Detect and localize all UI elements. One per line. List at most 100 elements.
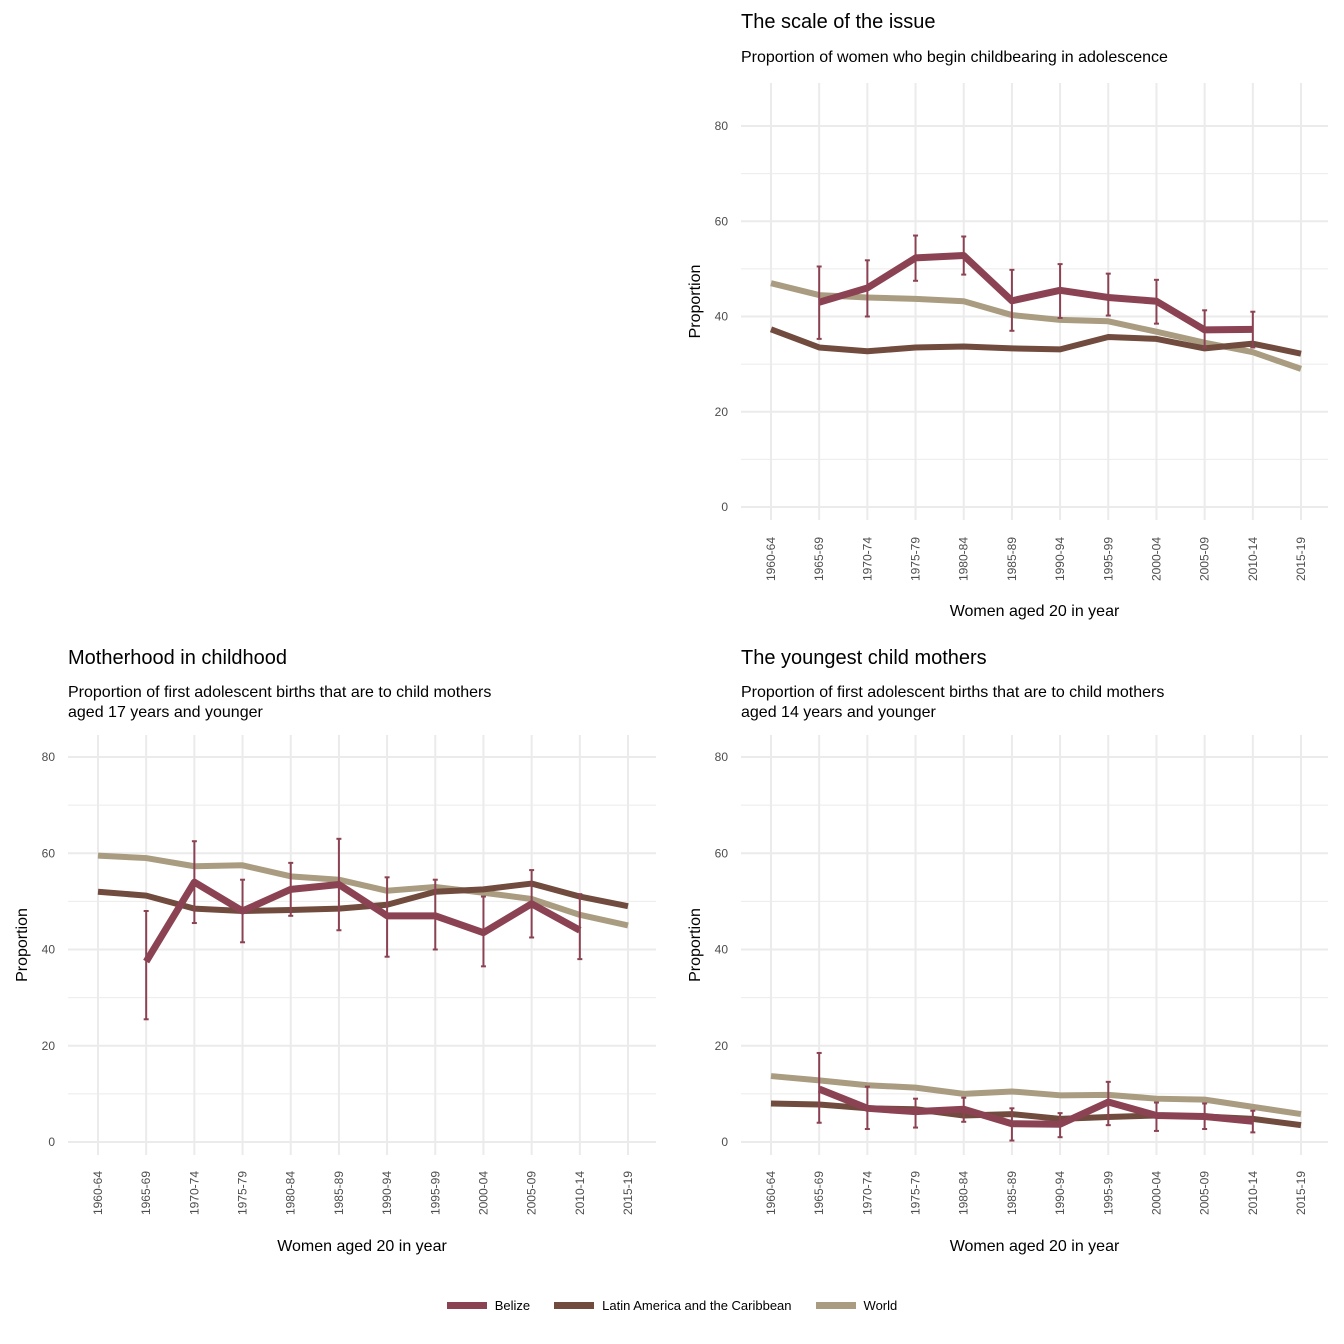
panel-1-title: The scale of the issue bbox=[741, 11, 936, 33]
x-tick-label: 1995-99 bbox=[428, 1171, 442, 1215]
panel-3-subtitle-line-2: aged 14 years and younger bbox=[741, 704, 936, 721]
x-tick-label: 1970-74 bbox=[187, 1171, 201, 1215]
x-tick-label: 2015-19 bbox=[621, 1171, 635, 1215]
x-tick-label: 1990-94 bbox=[1053, 1171, 1067, 1215]
x-tick-label: 2015-19 bbox=[1294, 1171, 1308, 1215]
x-tick-label: 1995-99 bbox=[1101, 537, 1115, 581]
x-tick-label: 1990-94 bbox=[380, 1171, 394, 1215]
error-bar-belize bbox=[1009, 268, 1015, 332]
y-tick-label: 60 bbox=[42, 846, 56, 860]
panel-1: 0 20 40 60 80 1960-64 1965-69 1970-74 1975-79 198… bbox=[687, 83, 1328, 620]
legend-swatch-lac bbox=[554, 1302, 595, 1309]
error-bar-belize bbox=[1009, 1107, 1015, 1142]
x-tick-label: 1985-89 bbox=[1005, 1171, 1019, 1215]
series-line-belize bbox=[818, 252, 1253, 334]
legend-label-world: World bbox=[863, 1298, 898, 1313]
panel-2-title: Motherhood in childhood bbox=[68, 647, 288, 669]
y-axis-label: Proportion bbox=[14, 908, 31, 982]
error-bar-belize bbox=[913, 234, 919, 282]
legend-item-belize: Belize bbox=[446, 1298, 531, 1313]
x-tick-label: 2015-19 bbox=[1294, 537, 1308, 581]
error-bar-belize bbox=[1057, 263, 1063, 319]
x-tick-label: 1990-94 bbox=[1053, 537, 1067, 581]
panel-3-title: The youngest child mothers bbox=[741, 647, 987, 669]
x-tick-label: 2005-09 bbox=[525, 1171, 539, 1215]
series-line-belize bbox=[817, 1085, 1254, 1128]
error-bar-belize bbox=[1202, 309, 1208, 349]
error-bar-belize bbox=[1057, 1112, 1063, 1139]
x-tick-label: 1980-84 bbox=[957, 537, 971, 581]
series-line-belize bbox=[143, 878, 582, 964]
error-bar-belize bbox=[577, 893, 583, 961]
x-tick-label: 1970-74 bbox=[860, 1171, 874, 1215]
x-tick-label: 1975-79 bbox=[236, 1171, 250, 1215]
error-bar-belize bbox=[864, 1085, 870, 1131]
x-tick-label: 1985-89 bbox=[332, 1171, 346, 1215]
x-tick-label: 1980-84 bbox=[957, 1171, 971, 1215]
x-tick-label: 1960-64 bbox=[764, 537, 778, 581]
x-tick-label: 1985-89 bbox=[1005, 537, 1019, 581]
error-bar-belize bbox=[384, 876, 390, 958]
series-line-latin-america-and-the-caribbean bbox=[97, 880, 629, 914]
y-tick-label: 20 bbox=[715, 1039, 729, 1053]
error-bar-belize bbox=[1250, 1109, 1256, 1134]
panel-2: 0 20 40 60 80 1960-64 1965-69 1970-74 1975-79 198… bbox=[14, 735, 656, 1255]
error-bar-belize bbox=[961, 1096, 967, 1123]
error-bar-belize bbox=[1202, 1102, 1208, 1131]
error-bar-belize bbox=[1105, 1080, 1111, 1127]
x-axis-label: Women aged 20 in year bbox=[277, 1238, 447, 1255]
x-tick-label: 1995-99 bbox=[1101, 1171, 1115, 1215]
y-tick-label: 80 bbox=[715, 750, 729, 764]
y-tick-label: 20 bbox=[715, 405, 729, 419]
x-tick-label: 2005-09 bbox=[1198, 537, 1212, 581]
error-bar-belize bbox=[1153, 278, 1159, 325]
panel-2-subtitle-line-2: aged 17 years and younger bbox=[68, 704, 263, 721]
panel-2-subtitle-line-1: Proportion of first adolescent births th… bbox=[68, 684, 492, 701]
x-tick-label: 1960-64 bbox=[91, 1171, 105, 1215]
legend-label-belize: Belize bbox=[494, 1298, 531, 1313]
y-tick-label: 80 bbox=[42, 750, 56, 764]
x-tick-label: 2010-14 bbox=[573, 1171, 587, 1215]
y-tick-label: 40 bbox=[42, 943, 56, 957]
legend-item-world: World bbox=[815, 1298, 898, 1313]
y-tick-label: 80 bbox=[715, 119, 729, 133]
legend: Belize Latin America and the Caribbean W… bbox=[0, 1298, 1344, 1313]
legend-label-lac: Latin America and the Caribbean bbox=[602, 1298, 792, 1313]
x-tick-label: 2000-04 bbox=[476, 1171, 490, 1215]
x-tick-label: 1970-74 bbox=[860, 537, 874, 581]
error-bar-belize bbox=[816, 265, 822, 340]
y-tick-label: 0 bbox=[721, 500, 728, 514]
error-bar-belize bbox=[1250, 310, 1256, 349]
error-bar-belize bbox=[816, 1051, 822, 1124]
series-line-world bbox=[97, 852, 629, 929]
x-tick-label: 1965-69 bbox=[812, 1171, 826, 1215]
error-bar-belize bbox=[432, 878, 438, 951]
y-axis-label: Proportion bbox=[687, 265, 704, 339]
x-tick-label: 1975-79 bbox=[909, 537, 923, 581]
y-tick-label: 60 bbox=[715, 846, 729, 860]
series-line-world bbox=[770, 1073, 1302, 1118]
y-tick-label: 40 bbox=[715, 310, 729, 324]
x-tick-label: 2010-14 bbox=[1246, 537, 1260, 581]
error-bar-belize bbox=[1153, 1101, 1159, 1132]
legend-item-lac: Latin America and the Caribbean bbox=[554, 1298, 792, 1313]
x-tick-label: 2000-04 bbox=[1149, 537, 1163, 581]
error-bar-belize bbox=[864, 259, 870, 318]
x-tick-label: 2005-09 bbox=[1198, 1171, 1212, 1215]
y-tick-label: 60 bbox=[715, 214, 729, 228]
x-tick-label: 2010-14 bbox=[1246, 1171, 1260, 1215]
panel-3-subtitle-line-1: Proportion of first adolescent births th… bbox=[741, 684, 1165, 701]
y-tick-label: 20 bbox=[42, 1039, 56, 1053]
series-line-latin-america-and-the-caribbean bbox=[769, 326, 1302, 357]
panel-1-subtitle: Proportion of women who begin childbeari… bbox=[741, 49, 1168, 66]
legend-swatch-belize bbox=[446, 1302, 487, 1309]
x-axis-label: Women aged 20 in year bbox=[950, 603, 1120, 620]
y-axis-label: Proportion bbox=[687, 908, 704, 982]
error-bar-belize bbox=[913, 1097, 919, 1129]
x-tick-label: 1965-69 bbox=[139, 1171, 153, 1215]
y-tick-label: 40 bbox=[715, 943, 729, 957]
y-tick-label: 0 bbox=[48, 1135, 55, 1149]
error-bar-belize bbox=[1105, 272, 1111, 317]
error-bar-belize bbox=[143, 910, 149, 1021]
